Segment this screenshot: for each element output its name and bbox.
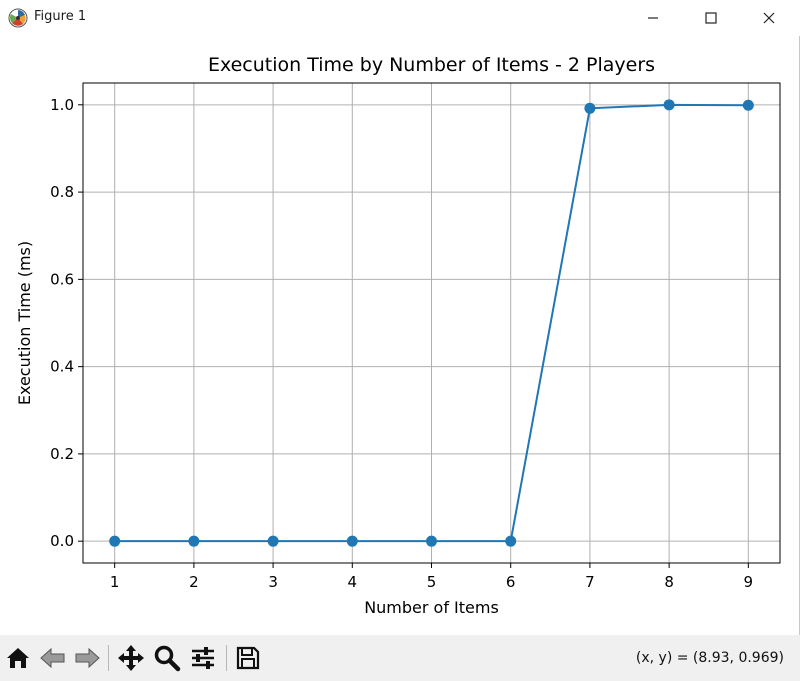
window-title: Figure 1 — [34, 9, 87, 24]
title-bar[interactable]: Figure 1 — [0, 0, 800, 36]
forward-button[interactable] — [72, 643, 102, 673]
data-point — [267, 535, 279, 547]
data-point — [584, 102, 596, 114]
matplotlib-app-icon — [8, 8, 28, 28]
x-tick-label: 5 — [427, 573, 437, 591]
data-point — [426, 535, 437, 547]
zoom-button[interactable] — [152, 643, 182, 673]
data-point — [346, 535, 358, 547]
plot-frame — [82, 82, 781, 564]
save-button[interactable] — [233, 643, 263, 673]
y-axis-label: Execution Time (ms) — [15, 241, 34, 405]
data-point — [188, 535, 200, 547]
minimize-button[interactable] — [624, 0, 682, 36]
back-button[interactable] — [38, 643, 68, 673]
x-tick-label: 6 — [506, 573, 516, 591]
maximize-icon — [705, 12, 717, 24]
navigation-toolbar: (x, y) = (8.93, 0.969) — [0, 635, 800, 681]
toolbar-separator — [108, 645, 109, 671]
y-tick-label: 0.4 — [50, 358, 74, 376]
data-point — [109, 535, 121, 547]
forward-arrow-icon — [75, 647, 100, 669]
x-tick-label: 9 — [744, 573, 754, 591]
zoom-magnifier-icon — [154, 645, 181, 672]
toolbar-separator — [226, 645, 227, 671]
x-axis-label: Number of Items — [364, 598, 499, 617]
pan-move-icon — [118, 645, 144, 671]
x-tick-label: 3 — [268, 573, 278, 591]
configure-subplots-icon — [192, 647, 214, 669]
data-point — [505, 535, 517, 547]
save-disk-icon — [236, 646, 260, 670]
x-tick-label: 2 — [189, 573, 199, 591]
chart-title: Execution Time by Number of Items - 2 Pl… — [208, 54, 655, 76]
configure-subplots-button[interactable] — [188, 643, 218, 673]
x-tick-label: 8 — [664, 573, 674, 591]
line-chart: 1 2 3 4 5 6 7 8 9 0.0 0.2 0.4 0.6 0.8 1.0 Execution Tim… — [15, 54, 781, 617]
back-arrow-icon — [40, 647, 65, 669]
y-tick-label: 1.0 — [50, 96, 74, 114]
figure-canvas[interactable]: 1 2 3 4 5 6 7 8 9 0.0 0.2 0.4 0.6 0.8 1.0 Execution Tim… — [0, 36, 800, 635]
y-tick-label: 0.0 — [50, 532, 74, 550]
data-point — [663, 99, 675, 111]
cursor-coordinates: (x, y) = (8.93, 0.969) — [635, 650, 784, 666]
y-tick-label: 0.8 — [50, 183, 74, 201]
home-icon — [7, 648, 29, 668]
x-tick-label: 4 — [348, 573, 358, 591]
y-tick-label: 0.6 — [50, 270, 74, 288]
close-button[interactable] — [740, 0, 798, 36]
minimize-icon — [648, 17, 658, 19]
close-icon — [763, 12, 775, 24]
home-button[interactable] — [3, 643, 33, 673]
y-tick-label: 0.2 — [50, 445, 74, 463]
pan-button[interactable] — [116, 643, 146, 673]
x-tick-label: 1 — [110, 573, 120, 591]
data-point — [742, 99, 754, 111]
x-tick-label: 7 — [585, 573, 595, 591]
maximize-button[interactable] — [682, 0, 740, 36]
